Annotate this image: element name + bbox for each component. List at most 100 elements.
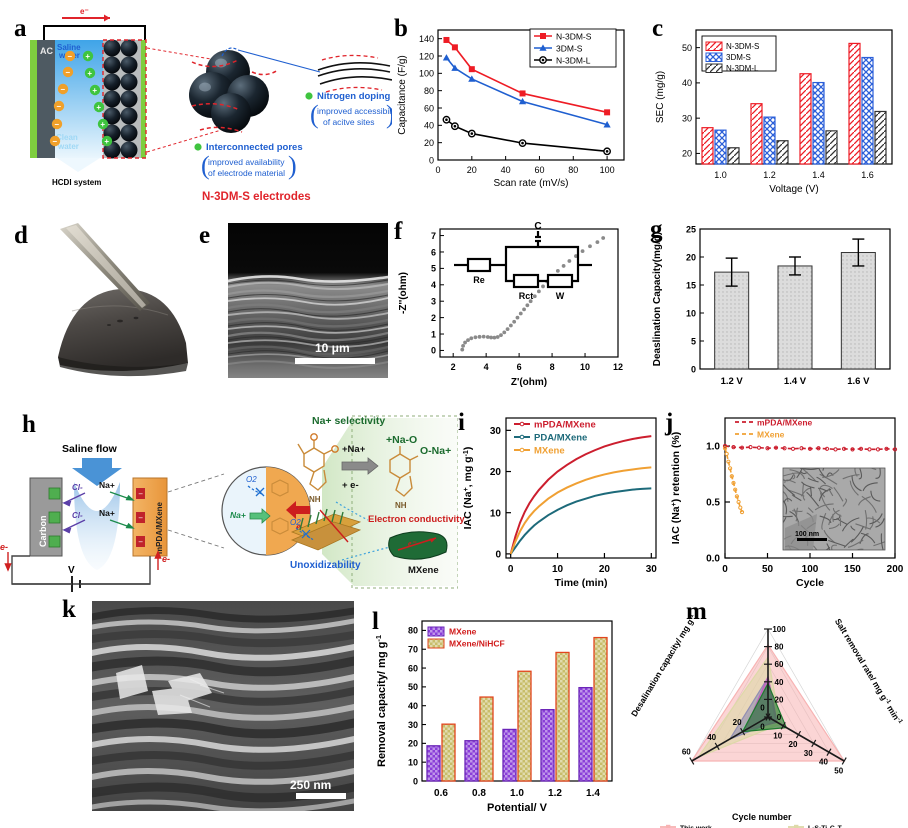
x-tick-label: 1.4 V	[784, 376, 807, 387]
x-tick-label: 80	[568, 165, 578, 175]
data-point	[724, 451, 729, 456]
panel-e-scalebar	[295, 358, 375, 364]
data-point	[532, 294, 537, 299]
x-tick-label: 0	[508, 564, 514, 575]
panel-a-ac-label: AC	[40, 46, 53, 56]
panel-a-carbon-spheres	[103, 39, 138, 159]
panel-h-detail: Na+ selectivity NH +Na+ + e- +Na-O O-Na+…	[290, 410, 470, 595]
x-tick-label: 0	[435, 165, 440, 175]
y-tick-label: 5	[431, 264, 436, 274]
y-tick-label: 30	[408, 720, 418, 730]
bar	[464, 740, 479, 782]
data-point	[451, 44, 458, 51]
data-point	[541, 284, 545, 289]
panel-a-sphere-cluster	[189, 50, 269, 133]
data-point	[816, 446, 821, 451]
radar-tick-label: 30	[804, 749, 813, 758]
panel-b-letter: b	[394, 15, 408, 42]
data-point	[468, 66, 475, 73]
data-point	[850, 447, 855, 452]
bar	[825, 130, 838, 165]
radar-tick-label: 40	[707, 733, 716, 742]
data-point	[489, 335, 493, 340]
data-point	[469, 336, 474, 341]
bar	[848, 42, 861, 165]
y-axis-label: Capacitance (F/g)	[397, 55, 408, 134]
y-axis-label: -Z''(ohm)	[398, 272, 409, 314]
panel-h-zoom-na-label: Na+	[230, 510, 246, 520]
data-point	[782, 446, 787, 451]
panel-a-system-caption: HCDI system	[52, 178, 101, 187]
svg-text:−: −	[56, 102, 61, 111]
y-tick-label: 30	[490, 426, 502, 437]
panel-h-cl-label-1: Cl-	[72, 483, 83, 492]
y-tick-label: 0	[691, 364, 696, 374]
radar-tick-label: 80	[775, 643, 784, 652]
data-point	[508, 323, 513, 328]
x-tick-label: 1.2	[548, 788, 562, 799]
legend-label: MXene	[757, 429, 785, 439]
y-tick-label: 0	[431, 346, 436, 356]
data-point	[604, 109, 611, 116]
panel-h-cl-arrows	[62, 492, 86, 534]
x-tick-label: 50	[762, 564, 774, 575]
radar-tick-label: 40	[819, 758, 828, 767]
y-tick-label: 0	[413, 776, 418, 786]
x-tick-label: 10	[580, 362, 590, 372]
data-point	[451, 64, 459, 71]
y-tick-label: 30	[682, 113, 692, 123]
data-point	[790, 446, 796, 451]
radar-series	[696, 655, 781, 759]
data-point	[841, 446, 847, 451]
panel-f-letter: f	[394, 218, 403, 245]
x-axis-label: Time (min)	[555, 577, 608, 589]
data-point	[799, 446, 804, 451]
data-point	[477, 334, 482, 339]
panel-d-letter: d	[14, 222, 28, 249]
bar	[776, 140, 789, 165]
panel-k-letter: k	[62, 596, 76, 623]
data-point	[522, 307, 526, 312]
radar-tick-label: 20	[789, 740, 798, 749]
x-tick-label: 1.4	[586, 788, 600, 799]
bar	[578, 686, 593, 782]
panel-h-mxene-sites	[136, 488, 145, 547]
panel-a-ndoping-title: Nitrogen doping	[317, 91, 391, 102]
y-axis-label: Removal capacity/ mg g-1	[374, 635, 389, 767]
panel-j: j 100 nm 0 50 100 150 200 0.0 0.5 1.0 Cycle IAC (N…	[665, 410, 908, 595]
svg-text:+: +	[104, 137, 109, 146]
panel-k-scalebar-label: 250 nm	[290, 778, 331, 792]
radar-tick-label: 100	[772, 625, 786, 634]
legend-swatch	[705, 52, 723, 62]
legend-label: MXene	[449, 627, 477, 637]
svg-text:−: −	[138, 490, 143, 499]
legend-swatch	[705, 63, 723, 73]
panel-h-cl-label-2: Cl-	[72, 511, 83, 520]
radar-tick-label: 0	[777, 713, 782, 722]
panel-b-chart: 0 20 40 60 80 100 0 20 40 60 80 100 120 140 Scan rate …	[397, 28, 625, 189]
legend-label: 3DM-S	[556, 43, 583, 53]
svg-text:): )	[288, 151, 297, 180]
x-tick-label: 100	[802, 564, 819, 575]
panel-h-mpda-label: mPDA/MXene	[155, 501, 164, 554]
data-point	[505, 327, 510, 332]
bar	[517, 670, 532, 782]
svg-text:): )	[386, 100, 392, 129]
bar	[714, 271, 750, 370]
data-point	[748, 445, 753, 450]
bar	[727, 147, 740, 165]
legend-label: PDA/MXene	[534, 433, 587, 444]
panel-l: l 0 10 20 30 40 50 60 70 80 0.6 0.8 1.0 1.2 1.4 Potent…	[370, 595, 622, 828]
radar-axis	[691, 716, 769, 762]
panel-h-o2-label-a: O2	[246, 475, 257, 484]
x-axis-label: Voltage (V)	[769, 184, 818, 195]
data-point	[603, 121, 611, 128]
data-point	[525, 303, 530, 308]
panel-h-product-right: O-Na+	[420, 445, 451, 457]
panel-h-molecule-left	[297, 433, 339, 491]
legend-swatch	[705, 41, 723, 51]
panel-a-graphene-sheets	[317, 62, 392, 85]
equivalent-circuit-inset: Re C Rct W	[454, 221, 592, 301]
panel-h-nh-left: NH	[309, 495, 321, 504]
y-tick-label: 40	[682, 78, 692, 88]
